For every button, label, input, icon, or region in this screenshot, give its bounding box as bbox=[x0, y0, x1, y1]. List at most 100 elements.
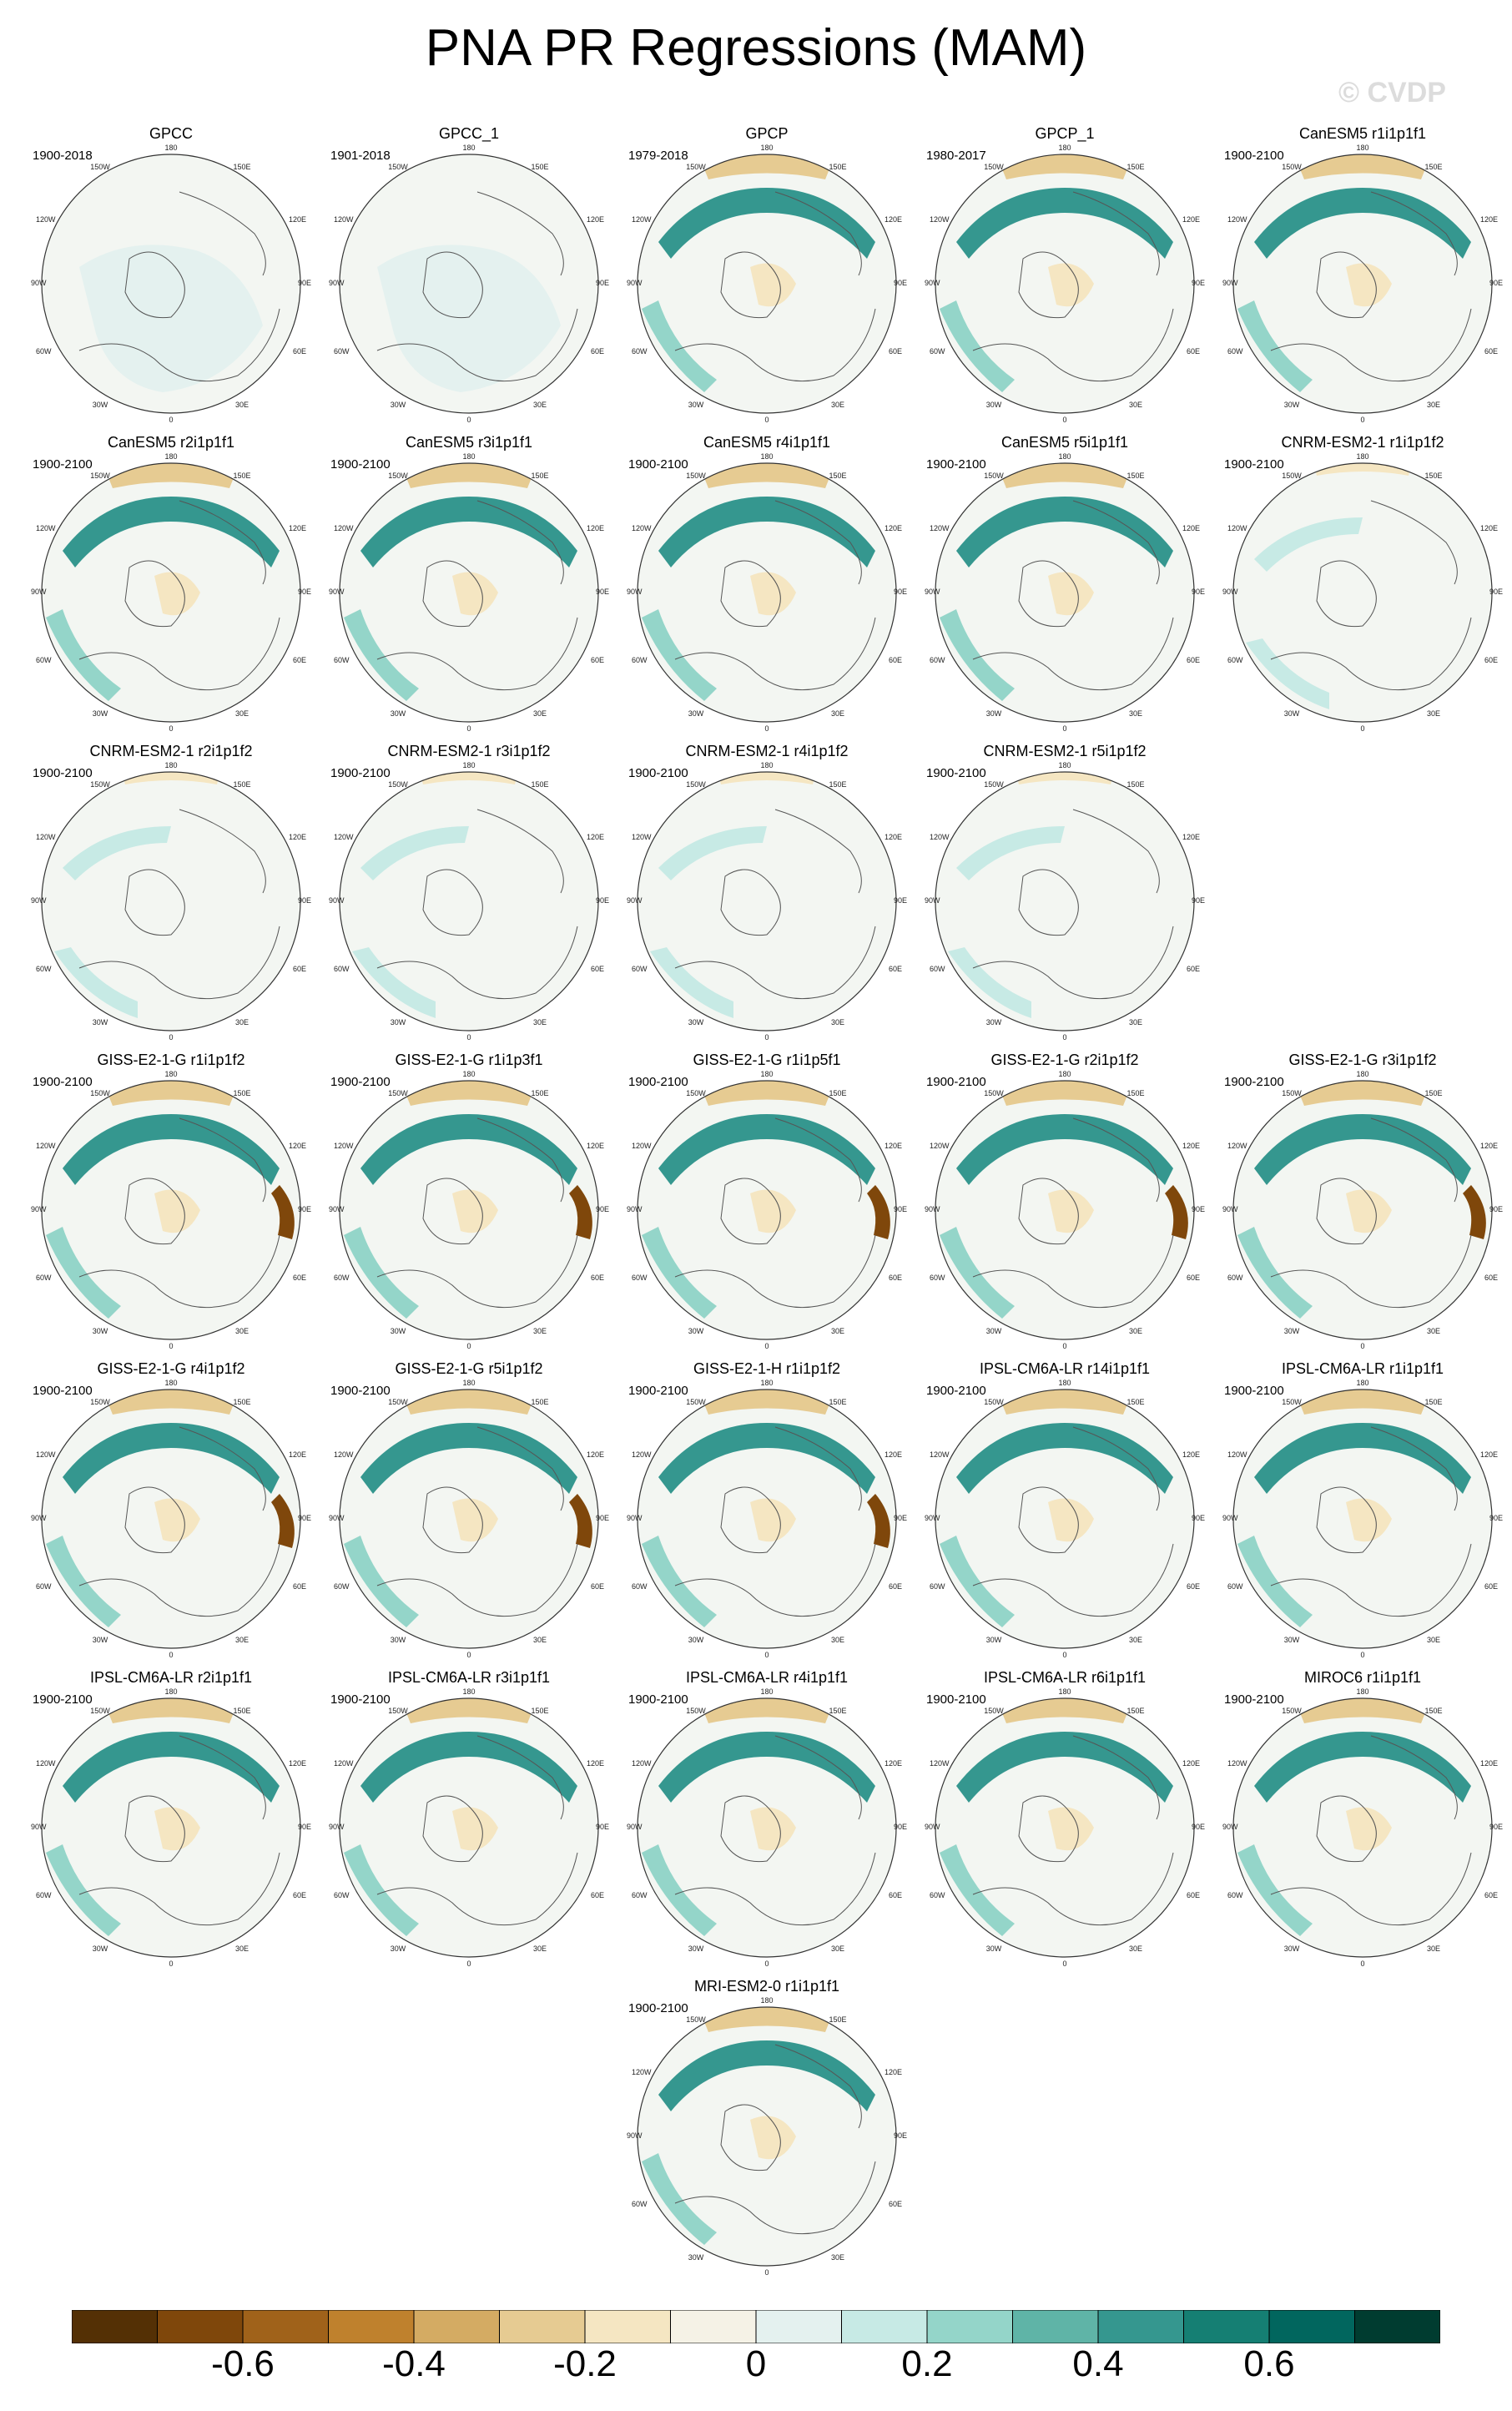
map-label-lower-left: 60W bbox=[930, 347, 945, 356]
map-label-top-left: 150W bbox=[1282, 1398, 1302, 1406]
coastline bbox=[720, 1795, 781, 1863]
coastline bbox=[972, 1234, 1174, 1309]
map-label-upper-right: 120E bbox=[289, 1759, 306, 1768]
coastline bbox=[422, 1486, 483, 1554]
positive-atlantic bbox=[940, 1227, 1015, 1319]
map-label-bottom: 0 bbox=[1062, 724, 1066, 733]
colorbar-swatch bbox=[584, 2310, 671, 2343]
polar-map: 180 150W 150E 120W 120E 90W 90E 60W 60E 30W 30E 0 bbox=[925, 144, 1205, 424]
map-label-lower-right: 60E bbox=[1187, 1274, 1200, 1282]
map-panel: IPSL-CM6A-LR r1i1p1f1 1900-2100 180 150W 150… bbox=[1221, 1360, 1504, 1661]
map-panel: IPSL-CM6A-LR r6i1p1f1 1900-2100 180 150W 150… bbox=[923, 1669, 1207, 1970]
map-label-bottom: 0 bbox=[1062, 1960, 1066, 1968]
land-signal bbox=[79, 245, 263, 392]
map-label-bottom: 0 bbox=[169, 1651, 173, 1659]
map-label-top-left: 150W bbox=[1282, 163, 1302, 171]
map-panel: CNRM-ESM2-1 r2i1p1f2 1900-2100 180 150W 150E… bbox=[29, 743, 313, 1043]
map-label-top: 180 bbox=[1058, 1070, 1071, 1078]
panel-years: 1900-2100 bbox=[330, 1075, 391, 1089]
coastline bbox=[422, 251, 483, 319]
map-label-top-right: 150E bbox=[829, 1089, 846, 1097]
positive-band bbox=[360, 1114, 577, 1185]
map-label-upper-right: 120E bbox=[289, 524, 306, 532]
panel-years: 1900-2100 bbox=[1224, 1384, 1284, 1398]
map-label-upper-right: 120E bbox=[1480, 524, 1498, 532]
map-label-left: 90W bbox=[627, 896, 643, 905]
negative-center bbox=[750, 1807, 796, 1851]
map-label-bottom: 0 bbox=[466, 1651, 471, 1659]
map-label-left: 90W bbox=[329, 1823, 345, 1831]
coastline bbox=[1270, 1852, 1472, 1926]
panel-title: CanESM5 r2i1p1f1 bbox=[107, 434, 235, 451]
coastline bbox=[674, 2161, 876, 2235]
map-label-right: 90E bbox=[1192, 896, 1205, 905]
polar-map: 180 150W 150E 120W 120E 90W 90E 60W 60E 30W 30E 0 bbox=[329, 452, 609, 733]
map-label-top: 180 bbox=[1356, 1070, 1368, 1078]
positive-band bbox=[658, 497, 875, 567]
map-label-bottom-left: 30W bbox=[986, 1018, 1002, 1026]
map-label-bottom: 0 bbox=[169, 1342, 173, 1350]
map-label-top-right: 150E bbox=[531, 1398, 548, 1406]
coastline bbox=[1018, 560, 1079, 628]
negative-center bbox=[452, 1807, 498, 1851]
map-label-left: 90W bbox=[329, 896, 345, 905]
panel-title: GISS-E2-1-G r3i1p1f2 bbox=[1288, 1052, 1437, 1068]
negative-center bbox=[1048, 1807, 1094, 1851]
coastline bbox=[179, 500, 266, 585]
map-label-top-right: 150E bbox=[829, 1398, 846, 1406]
negative-center bbox=[154, 572, 200, 616]
coastline bbox=[1270, 308, 1472, 382]
positive-band bbox=[658, 1423, 875, 1494]
map-label-left: 90W bbox=[31, 1823, 47, 1831]
map-label-lower-left: 60W bbox=[1227, 1891, 1243, 1899]
positive-atlantic bbox=[1237, 1227, 1313, 1319]
map-label-upper-right: 120E bbox=[1182, 1142, 1200, 1150]
positive-band bbox=[63, 1423, 280, 1494]
map-label-top: 180 bbox=[1356, 144, 1368, 152]
coastline bbox=[179, 1735, 266, 1820]
polar-map: 180 150W 150E 120W 120E 90W 90E 60W 60E 30W 30E 0 bbox=[329, 1070, 609, 1350]
colorbar-swatch bbox=[413, 2310, 500, 2343]
map-boundary bbox=[339, 771, 599, 1031]
coastline bbox=[1370, 500, 1458, 585]
map-label-lower-right: 60E bbox=[293, 1891, 306, 1899]
panel-title: GPCC_1 bbox=[438, 125, 500, 142]
map-label-bottom: 0 bbox=[169, 416, 173, 424]
panel-years: 1900-2018 bbox=[33, 149, 93, 163]
map-label-upper-left: 120W bbox=[1227, 1142, 1247, 1150]
coastline bbox=[1316, 1178, 1377, 1245]
map-label-lower-left: 60W bbox=[334, 1891, 350, 1899]
coastline bbox=[376, 617, 578, 691]
map-label-top-right: 150E bbox=[829, 1707, 846, 1715]
coastline bbox=[124, 1486, 185, 1554]
map-label-top: 180 bbox=[1058, 144, 1071, 152]
map-label-bottom-left: 30W bbox=[93, 1018, 108, 1026]
map-panel: GPCC 1900-2018 180 150W 150E 120W 120E 90W 90E 60… bbox=[29, 125, 313, 426]
map-label-bottom: 0 bbox=[764, 1651, 769, 1659]
map-label-lower-left: 60W bbox=[632, 347, 648, 356]
positive-atlantic bbox=[344, 1227, 419, 1319]
map-boundary bbox=[1232, 462, 1493, 723]
colorbar-swatch bbox=[670, 2310, 757, 2343]
map-label-top-left: 150W bbox=[388, 1707, 408, 1715]
coastline bbox=[476, 1735, 564, 1820]
map-boundary bbox=[41, 154, 301, 414]
map-label-lower-right: 60E bbox=[591, 965, 604, 973]
coastline bbox=[774, 809, 862, 894]
map-label-bottom-right: 30E bbox=[1427, 401, 1440, 409]
map-label-top-right: 150E bbox=[531, 1707, 548, 1715]
map-label-bottom-right: 30E bbox=[831, 1018, 844, 1026]
panel-title: GISS-E2-1-H r1i1p1f2 bbox=[693, 1360, 841, 1377]
map-label-top-right: 150E bbox=[1424, 472, 1442, 480]
map-label-lower-left: 60W bbox=[334, 965, 350, 973]
map-label-right: 90E bbox=[1192, 279, 1205, 287]
colorbar-swatch bbox=[72, 2310, 158, 2343]
coastline bbox=[1072, 1735, 1160, 1820]
map-label-right: 90E bbox=[894, 279, 907, 287]
negative-center bbox=[1346, 1807, 1392, 1851]
map-label-bottom-right: 30E bbox=[1129, 1944, 1142, 1953]
coastline bbox=[124, 251, 185, 319]
panel-title: GISS-E2-1-G r5i1p1f2 bbox=[395, 1360, 543, 1377]
map-label-top: 180 bbox=[760, 144, 773, 152]
positive-band bbox=[1254, 1114, 1471, 1185]
